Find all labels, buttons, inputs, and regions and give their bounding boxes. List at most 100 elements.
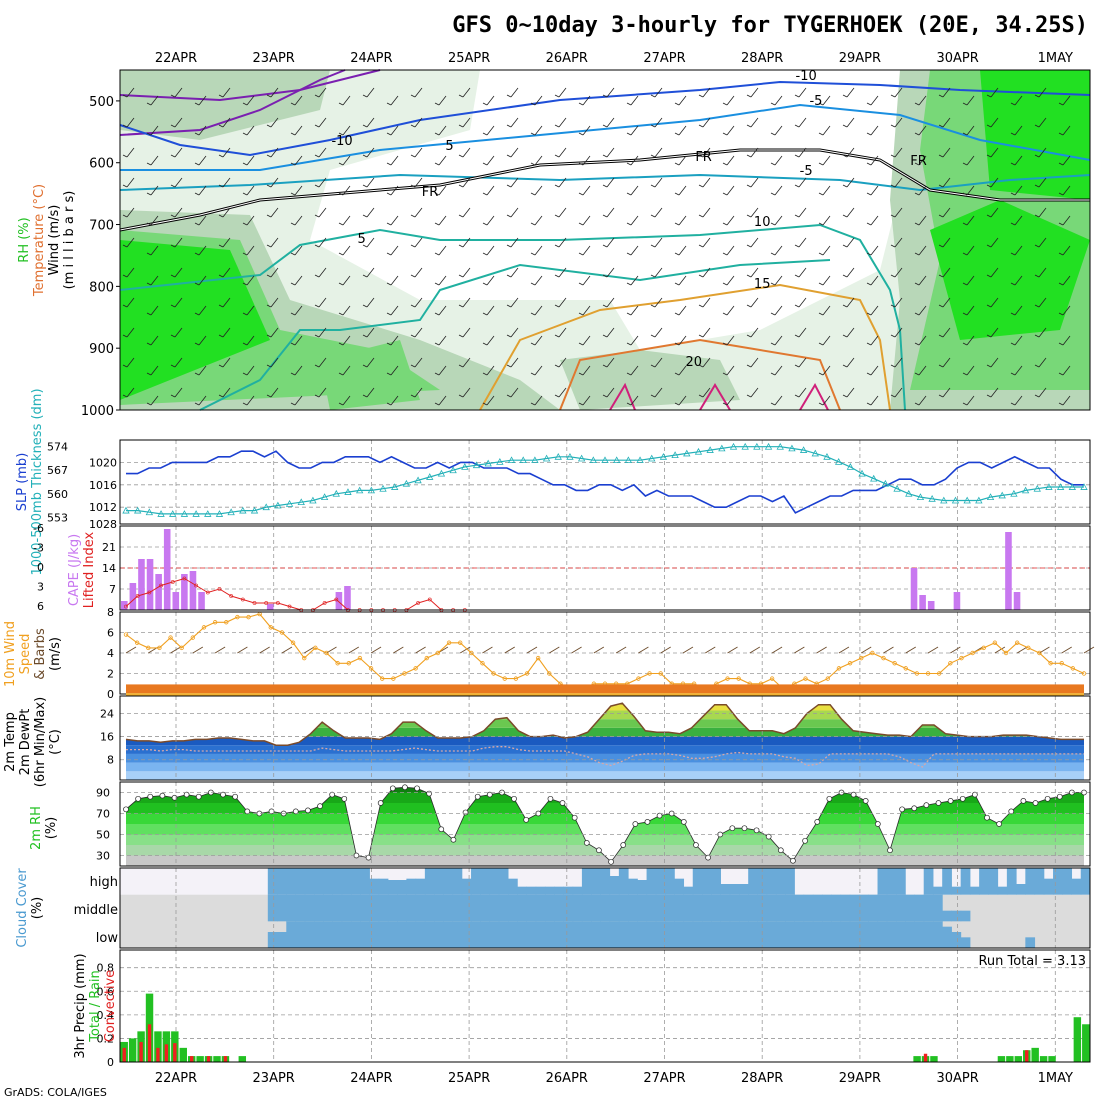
upper-wind-barb [462,87,471,98]
upper-wind-barb [966,275,975,286]
wind-tick: 8 [107,606,114,619]
upper-wind-barb-flag [122,214,128,218]
x-tick-label-bottom: 24APR [350,1071,392,1086]
upper-wind-barb-flag [410,334,416,338]
precip-convective-bar [139,1041,143,1062]
upper-wind-barb [750,117,759,128]
cloud-middle-bar [535,894,546,922]
upper-wind-barb [462,177,471,188]
upper-wind-barb-flag [146,192,152,196]
upper-wind-barb [510,297,519,308]
upper-wind-barb-flag [986,394,992,398]
upper-wind-barb-flag [506,244,512,248]
wind-speed-point [179,645,184,651]
upper-wind-barb-flag [866,372,872,376]
cloud-high-bar [618,868,629,895]
cloud-middle-bar [840,894,851,922]
upper-wind-barb-flag [242,282,248,286]
cloud-low-bar [609,921,620,948]
rh-point [123,806,129,813]
precip-total-bar [913,1056,921,1062]
upper-wind-barb-flag [818,102,824,106]
upper-wind-barb-flag [914,252,920,256]
cloud-high-bar [471,868,481,895]
wind-speed-point [535,655,541,661]
upper-wind-barb-flag [818,312,824,316]
thickness-point [776,442,784,450]
thickness-point [753,442,761,450]
upper-wind-barb-flag [410,304,416,308]
upper-wind-barb [342,125,351,136]
temp-tick: 16 [100,731,114,744]
upper-wind-barb [918,155,927,166]
cloud-high-bar [637,880,648,895]
upper-wind-barb-flag [674,162,680,166]
wind-speed-point [146,645,151,651]
upper-wind-barb [438,95,447,106]
upper-wind-barb-flag [530,252,536,256]
upper-wind-barb-flag [338,402,344,406]
upper-wind-barb [438,215,447,226]
upper-wind-barb-flag [506,214,512,218]
upper-wind-barb [462,387,471,398]
wind-tick: 6 [107,627,114,640]
upper-wind-barb [414,207,423,218]
upper-wind-barb-flag [218,304,224,308]
upper-wind-barb-flag [962,222,968,226]
upper-wind-barb-flag [1034,304,1040,308]
upper-wind-barb-flag [386,402,392,406]
wind-speed-point [246,614,251,620]
upper-wind-barb-flag [554,394,560,398]
upper-wind-barb-flag [794,154,800,158]
upper-wind-barb [1038,177,1047,188]
cloud-high-bar [581,868,592,895]
upper-wind-barb-flag [482,372,488,376]
upper-wind-barb-flag [242,312,248,316]
rh-point [305,807,311,814]
wind-barb [994,646,1006,654]
cloud-middle-bar [757,894,768,922]
upper-wind-barb [462,267,471,278]
thickness-point [788,444,796,452]
cloud-low-bar [350,921,361,948]
precip-tick: 0.8 [97,962,115,975]
upper-wind-barb [606,207,615,218]
wind-tick: 2 [107,668,114,681]
upper-wind-barb-flag [362,184,368,188]
upper-wind-barb-flag [578,402,584,406]
upper-wind-barb-flag [770,162,776,166]
upper-wind-barb-flag [722,132,728,136]
cloud-middle-bar [332,894,343,922]
upper-wind-barb-flag [1058,102,1064,106]
upper-wind-barb-flag [194,102,200,106]
upper-wind-barb-flag [266,274,272,278]
upper-wind-barb [462,207,471,218]
wind-barb [682,646,694,654]
upper-wind-barb-flag [674,102,680,106]
wind-barb [905,646,916,654]
upper-wind-barb [222,117,231,128]
upper-wind-barb-flag [410,94,416,98]
li-point [322,601,327,605]
temp-ylabel: 2m Temp [3,712,18,772]
upper-wind-barb-flag [698,364,704,368]
cloud-middle-bar [314,894,324,922]
upper-wind-barb [198,215,207,226]
wind-speed-point [391,676,396,681]
upper-wind-barb [486,305,495,316]
cloud-middle-bar [277,894,287,922]
wind-speed-point [881,655,886,661]
upper-wind-barb [918,245,927,256]
upper-wind-barb-flag [266,214,272,218]
upper-wind-barb [678,245,687,256]
upper-wind-barb-flag [818,162,824,166]
upper-wind-barb-flag [194,342,200,346]
temp-band [126,719,1084,728]
upper-wind-barb-flag [482,192,488,196]
upper-wind-barb [174,297,183,308]
upper-wind-barb-flag [266,184,272,188]
upper-wind-barb-flag [458,334,464,338]
wind-speed-point [914,671,920,676]
li-point [124,604,128,609]
wind-speed-point [803,676,808,681]
